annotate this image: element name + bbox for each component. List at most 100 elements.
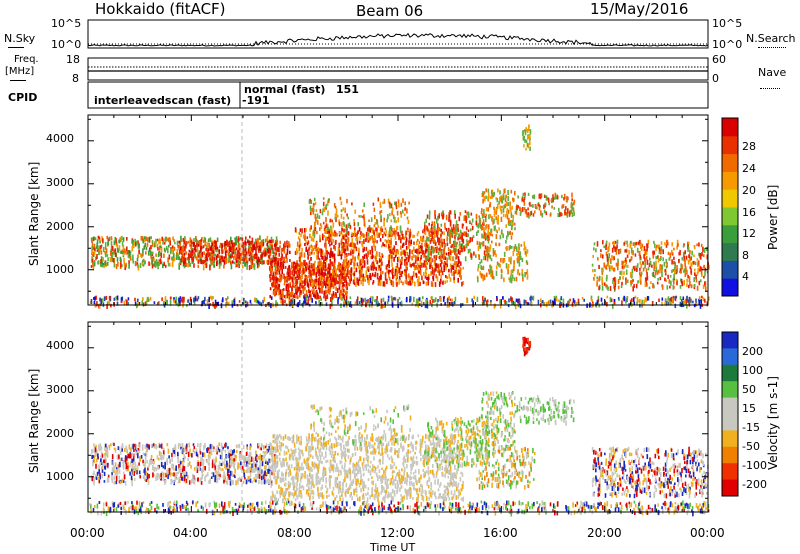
power-scatter-point: [444, 262, 447, 268]
power-scatter-point: [419, 270, 422, 276]
power-scatter-point: [357, 230, 359, 234]
power-scatter-point: [455, 242, 458, 248]
power-scatter-point: [624, 240, 626, 245]
power-scatter-point: [230, 246, 232, 252]
power-scatter-point: [228, 246, 231, 251]
power-scatter-point: [324, 252, 326, 256]
power-scatter-point: [388, 234, 391, 238]
power-scatter-point: [325, 291, 327, 294]
power-scatter-point: [122, 237, 125, 242]
power-scatter-point: [358, 247, 360, 253]
velocity-scatter-point: [218, 461, 221, 467]
power-scatter-point: [280, 249, 283, 255]
power-scatter-point: [465, 216, 467, 221]
power-scatter-point: [614, 279, 617, 285]
velocity-scatter-point: [146, 444, 149, 448]
power-scatter-point: [173, 297, 175, 302]
power-scatter-point: [280, 261, 283, 267]
power-scatter-point: [151, 257, 154, 261]
power-scatter-point: [315, 268, 318, 274]
power-scatter-point: [452, 224, 455, 230]
power-scatter-point: [431, 267, 434, 272]
power-scatter-point: [565, 206, 567, 211]
power-scatter-point: [256, 259, 259, 265]
power-scatter-point: [296, 241, 299, 246]
power-scatter-point: [517, 298, 519, 304]
power-scatter-point: [415, 272, 417, 276]
power-scatter-point: [554, 192, 557, 198]
power-scatter-point: [395, 220, 397, 224]
power-scatter-point: [291, 299, 293, 304]
power-scatter-point: [368, 249, 371, 253]
power-scatter-point: [342, 282, 344, 287]
power-scatter-point: [112, 258, 115, 263]
power-scatter-point: [161, 297, 163, 301]
power-scatter-point: [597, 257, 599, 261]
power-scatter-point: [438, 256, 441, 260]
power-scatter-point: [672, 295, 675, 300]
power-scatter-point: [188, 258, 190, 262]
power-scatter-point: [248, 243, 250, 250]
power-scatter-point: [376, 227, 378, 233]
power-scatter-point: [659, 276, 662, 281]
power-scatter-point: [282, 260, 284, 267]
power-scatter-point: [202, 245, 205, 249]
power-scatter-point: [121, 237, 123, 241]
velocity-scatter-point: [202, 473, 204, 477]
power-scatter-point: [96, 242, 98, 247]
velocity-scatter-point: [188, 461, 191, 466]
power-scatter-point: [393, 257, 395, 262]
power-scatter-point: [293, 271, 296, 276]
power-scatter-point: [403, 236, 405, 240]
power-scatter-point: [482, 299, 485, 304]
power-scatter-point: [366, 266, 369, 271]
power-scatter-point: [314, 221, 316, 227]
power-scatter-point: [164, 249, 166, 253]
power-scatter-point: [518, 256, 520, 262]
power-scatter-point: [445, 252, 448, 256]
power-scatter-point: [346, 282, 349, 286]
power-scatter-point: [470, 212, 473, 216]
power-scatter-point: [319, 234, 321, 240]
power-scatter-point: [229, 255, 232, 258]
power-scatter-point: [328, 289, 331, 295]
power-scatter-point: [273, 256, 276, 263]
power-scatter-point: [212, 248, 215, 254]
power-scatter-point: [91, 250, 93, 254]
power-scatter-point: [363, 202, 365, 207]
power-scatter-point: [684, 250, 686, 255]
power-scatter-point: [106, 303, 108, 309]
power-scatter-point: [613, 267, 616, 272]
power-scatter-point: [503, 259, 506, 263]
power-scatter-point: [288, 294, 291, 298]
power-scatter-point: [252, 245, 254, 251]
power-scatter-point: [324, 238, 327, 245]
power-scatter-point: [684, 259, 686, 265]
power-scatter-point: [341, 247, 343, 252]
power-scatter-point: [344, 245, 347, 250]
power-scatter-point: [593, 247, 595, 251]
power-scatter-point: [481, 273, 484, 277]
power-scatter-point: [362, 298, 365, 303]
power-scatter-point: [335, 277, 338, 281]
power-scatter-point: [321, 271, 324, 276]
power-scatter-point: [204, 296, 206, 302]
power-scatter-point: [314, 285, 317, 289]
power-scatter-point: [671, 259, 673, 265]
power-scatter-point: [333, 253, 336, 259]
power-scatter-point: [424, 231, 427, 236]
power-scatter-point: [373, 229, 375, 235]
power-scatter-point: [100, 262, 102, 267]
power-scatter-point: [605, 283, 607, 288]
power-scatter-point: [209, 237, 212, 243]
power-scatter-point: [367, 240, 369, 244]
power-scatter-point: [689, 249, 691, 254]
power-scatter-point: [344, 300, 347, 304]
power-scatter-point: [183, 298, 185, 303]
power-scatter-point: [395, 241, 397, 245]
velocity-scatter-point: [98, 469, 100, 474]
power-scatter-point: [214, 299, 217, 305]
power-scatter-point: [469, 237, 472, 243]
power-scatter-point: [305, 276, 307, 279]
power-scatter-point: [379, 205, 382, 209]
